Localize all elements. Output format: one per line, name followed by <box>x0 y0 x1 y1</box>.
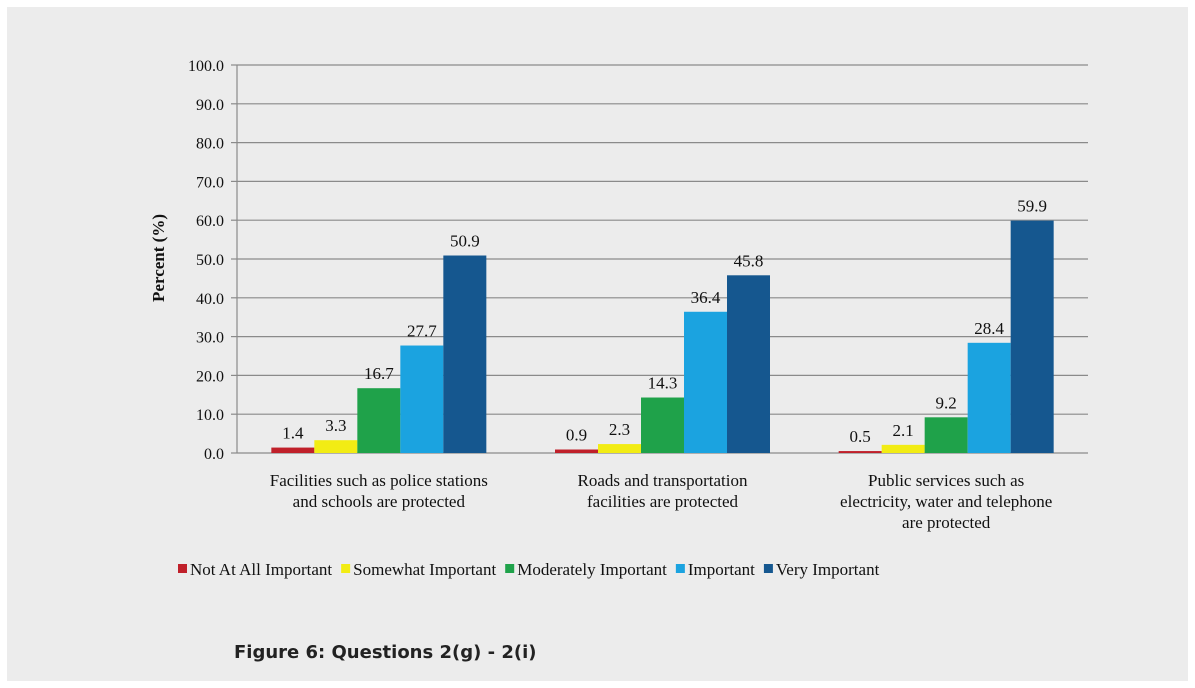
bar <box>838 451 882 453</box>
legend-label: Very Important <box>776 560 880 579</box>
x-axis-labels: Facilities such as police stations and sc… <box>270 471 1053 532</box>
data-label: 3.3 <box>325 416 346 435</box>
data-label: 45.8 <box>734 251 764 270</box>
bars <box>271 220 1054 453</box>
legend-swatch <box>763 564 773 573</box>
x-tick-label: Roads and transportation <box>578 471 748 490</box>
legend-swatch <box>505 564 515 573</box>
y-tick-label: 60.0 <box>196 213 224 230</box>
bar <box>357 388 401 453</box>
y-tick-label: 30.0 <box>196 330 224 347</box>
bar <box>400 345 444 453</box>
x-tick-label: electricity, water and telephone <box>840 492 1052 511</box>
data-label: 2.3 <box>609 420 630 439</box>
data-label: 0.9 <box>566 426 587 445</box>
bar <box>314 440 358 453</box>
bar <box>967 342 1011 453</box>
data-label: 16.7 <box>364 364 394 383</box>
bar <box>1010 220 1054 453</box>
data-label: 27.7 <box>407 322 437 341</box>
bar <box>271 447 315 453</box>
bar <box>881 444 925 453</box>
data-label: 28.4 <box>974 319 1004 338</box>
y-tick-label: 70.0 <box>196 174 224 191</box>
legend-label: Somewhat Important <box>353 560 496 579</box>
y-tick-label: 10.0 <box>196 407 224 424</box>
figure-caption: Figure 6: Questions 2(g) - 2(i) <box>234 642 537 663</box>
x-tick-label: are protected <box>902 513 991 532</box>
data-label: 1.4 <box>282 424 304 443</box>
legend-swatch <box>675 564 685 573</box>
data-label: 0.5 <box>850 427 871 446</box>
data-label: 50.9 <box>450 232 480 251</box>
data-label: 14.3 <box>648 374 678 393</box>
bar <box>924 417 968 453</box>
x-tick-label: and schools are protected <box>293 492 466 511</box>
bar <box>443 255 487 453</box>
legend-label: Important <box>688 560 755 579</box>
y-tick-label: 20.0 <box>196 368 224 385</box>
y-tick-label: 40.0 <box>196 291 224 308</box>
bar <box>684 311 727 453</box>
y-axis-label: Percent (%) <box>149 214 168 302</box>
legend-swatch <box>178 564 187 573</box>
y-tick-label: 0.0 <box>204 446 224 463</box>
bar <box>598 444 641 453</box>
data-label: 59.9 <box>1017 197 1047 216</box>
value-labels: 1.4 3.3 16.7 27.7 50.9 0.9 2.3 14.3 36.4 45.8 0.5 2… <box>282 197 1047 446</box>
x-tick-label: Public services such as <box>868 471 1024 490</box>
y-tick-label: 90.0 <box>196 97 224 114</box>
y-tick-label: 50.0 <box>196 252 224 269</box>
legend: Not At All Important Somewhat Important Mo… <box>178 560 880 579</box>
x-tick-label: facilities are protected <box>587 492 739 511</box>
y-tick-label: 80.0 <box>196 136 224 153</box>
x-tick-label: Facilities such as police stations <box>270 471 488 490</box>
bar <box>555 449 598 453</box>
y-axis-ticks: 0.0 10.0 20.0 30.0 40.0 50.0 60.0 70.0 80.0 90.0 1… <box>188 58 224 463</box>
legend-swatch <box>341 564 351 573</box>
data-label: 9.2 <box>936 393 957 412</box>
y-tick-label: 100.0 <box>188 58 224 75</box>
data-label: 36.4 <box>691 288 721 307</box>
bar <box>641 397 684 453</box>
legend-label: Moderately Important <box>517 560 667 579</box>
data-label: 2.1 <box>893 421 914 440</box>
bar <box>727 275 770 453</box>
legend-label: Not At All Important <box>190 560 332 579</box>
